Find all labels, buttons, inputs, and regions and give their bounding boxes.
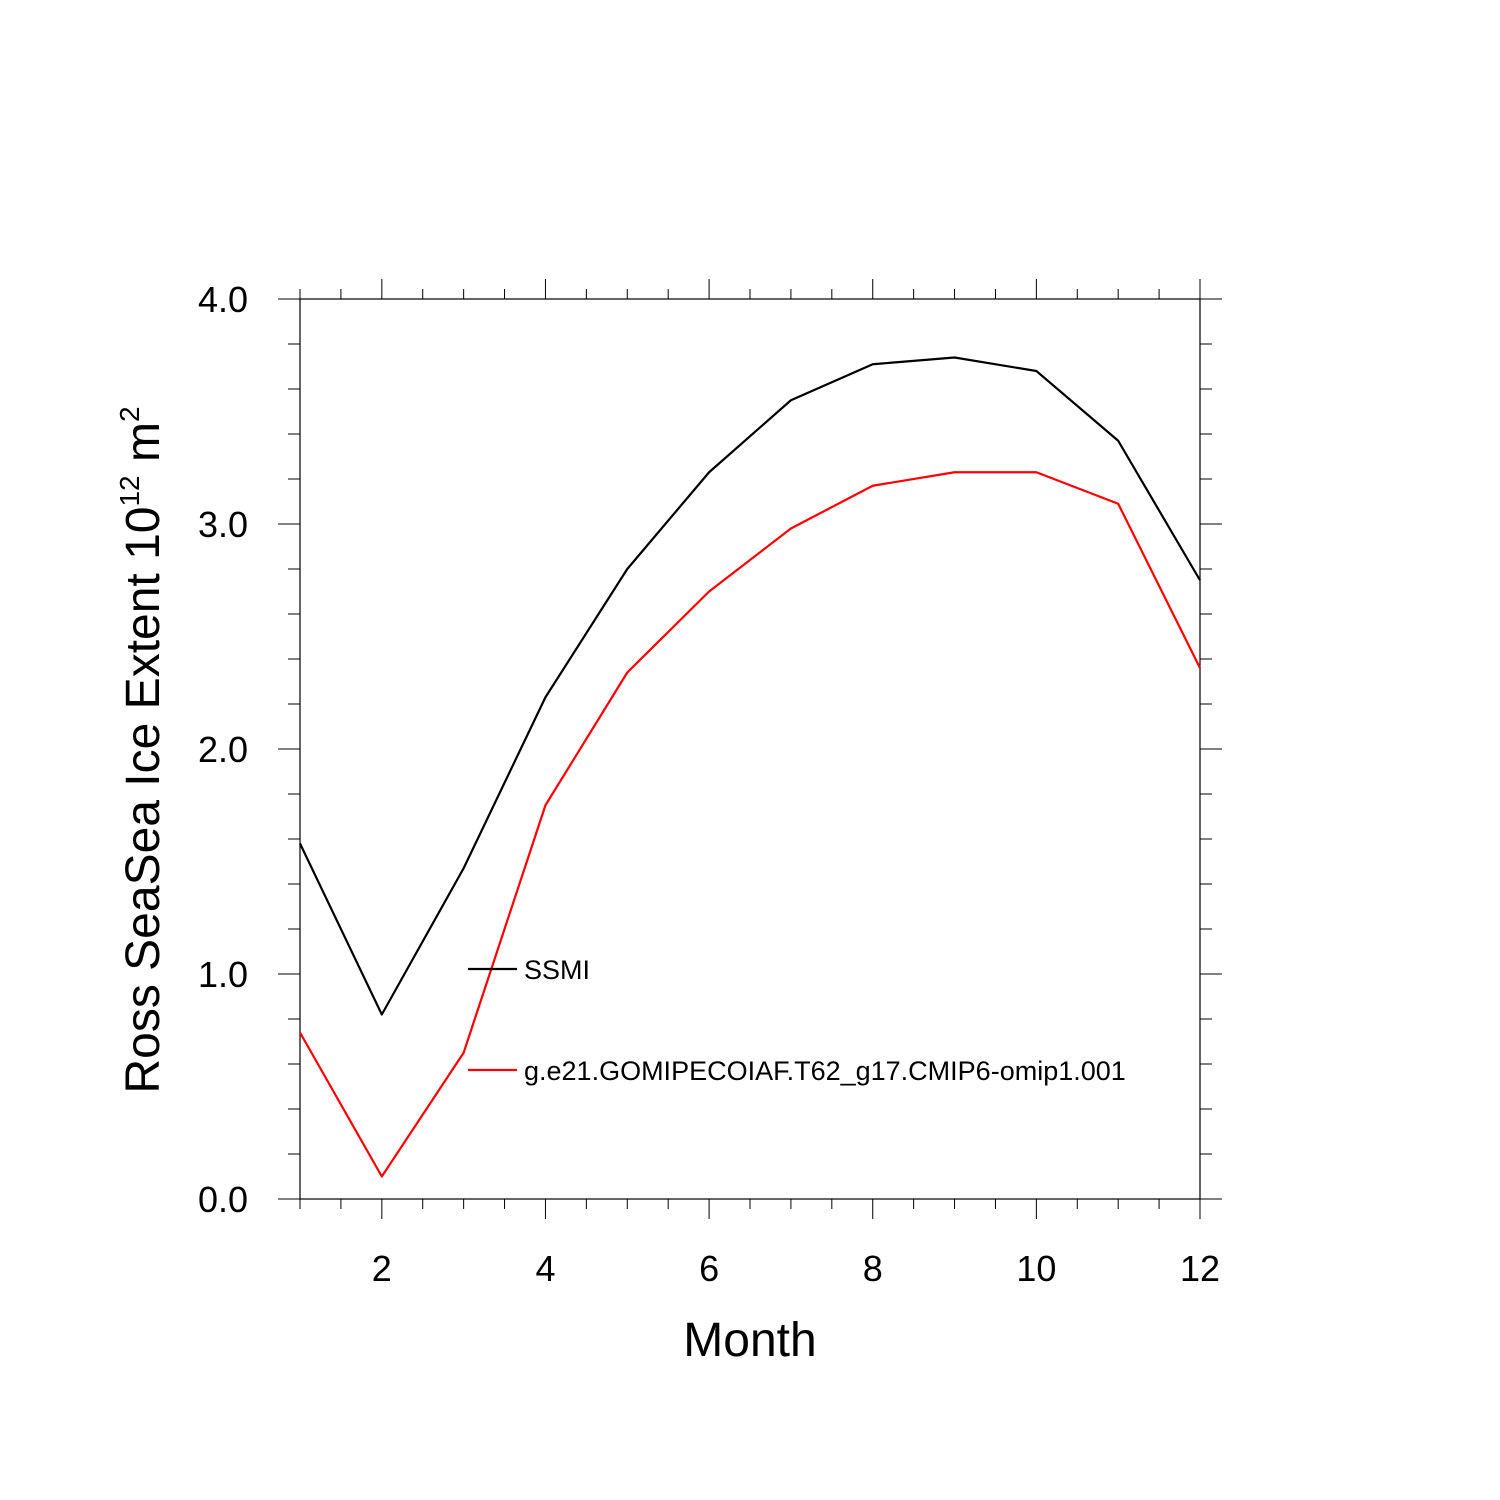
x-axis-title: Month <box>683 1314 816 1367</box>
x-tick-label: 12 <box>1180 1248 1220 1289</box>
y-axis-title-unit: m <box>117 422 170 475</box>
y-tick-label: 1.0 <box>198 954 248 995</box>
y-tick-label: 0.0 <box>198 1179 248 1220</box>
axis-ticks <box>278 279 1222 1219</box>
data-series <box>299 356 1201 1178</box>
y-tick-label: 3.0 <box>198 504 248 545</box>
x-tick-label: 6 <box>699 1248 719 1289</box>
y-axis-title-unit-exponent: 2 <box>114 406 145 422</box>
legend: SSMI g.e21.GOMIPECOIAF.T62_g17.CMIP6-omip… <box>468 955 1126 1086</box>
x-tick-label: 4 <box>535 1248 555 1289</box>
y-tick-label: 4.0 <box>198 279 248 320</box>
x-tick-label: 8 <box>863 1248 883 1289</box>
y-axis-title-exponent: 12 <box>114 475 145 506</box>
y-tick-label: 2.0 <box>198 729 248 770</box>
series-line-2 <box>299 471 1201 1178</box>
y-axis-title: Ross SeaSea Ice Extent 1012 m2 <box>114 406 170 1093</box>
x-tick-label: 2 <box>372 1248 392 1289</box>
x-tick-label: 10 <box>1016 1248 1056 1289</box>
legend-label-2: g.e21.GOMIPECOIAF.T62_g17.CMIP6-omip1.00… <box>524 1056 1126 1086</box>
x-tick-labels: 2 4 6 8 10 12 <box>372 1248 1220 1289</box>
legend-label-1: SSMI <box>524 955 590 985</box>
y-axis-title-main: Ross SeaSea Ice Extent 10 <box>117 507 170 1094</box>
series-line-1 <box>299 356 1201 1016</box>
y-tick-labels: 0.0 1.0 2.0 3.0 4.0 <box>198 279 248 1220</box>
